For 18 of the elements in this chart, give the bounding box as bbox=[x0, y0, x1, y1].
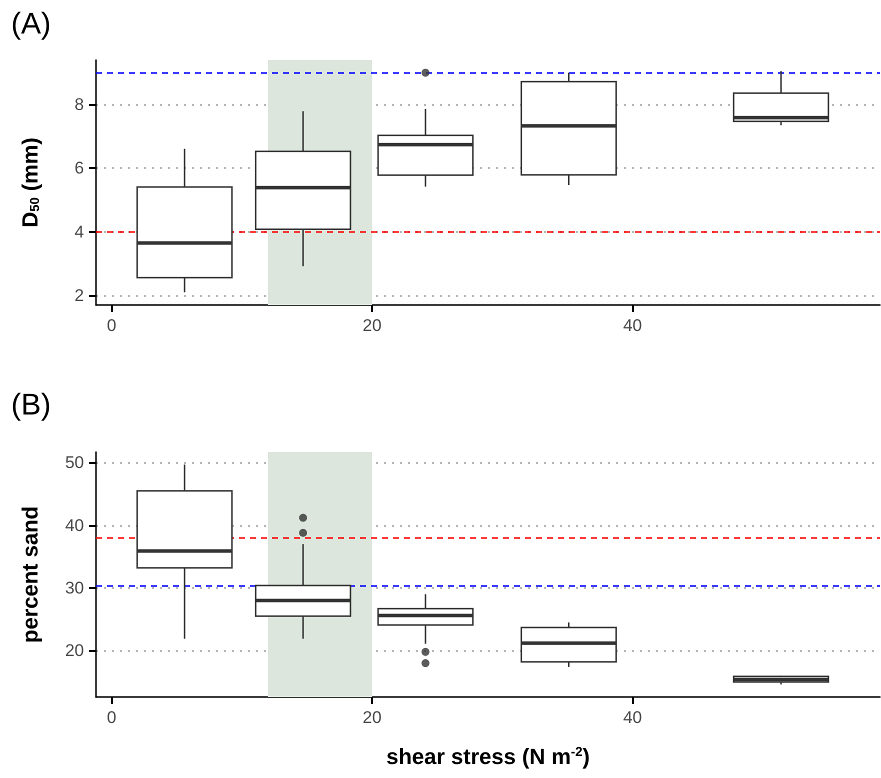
x-tick-label: 20 bbox=[362, 316, 382, 335]
x-tick-label: 0 bbox=[106, 316, 116, 335]
x-tick-label: 0 bbox=[106, 708, 116, 727]
y-tick-label: 30 bbox=[65, 578, 84, 598]
y-tick-label: 6 bbox=[74, 158, 84, 178]
y-tick-label: 20 bbox=[65, 641, 84, 660]
y-tick-label: 40 bbox=[65, 516, 84, 535]
x-tick-label: 40 bbox=[623, 316, 642, 335]
x-tick-label: 40 bbox=[623, 708, 642, 727]
y-tick-label: 2 bbox=[74, 286, 84, 305]
y-tick-label: 8 bbox=[74, 95, 84, 114]
y-tick-label: 50 bbox=[65, 453, 84, 472]
x-tick-label: 20 bbox=[362, 708, 382, 727]
chart-title: (A) bbox=[11, 8, 51, 40]
chart-title: (B) bbox=[11, 388, 51, 422]
y-axis-title: percent sand bbox=[18, 506, 42, 643]
y-tick-label: 4 bbox=[74, 222, 84, 242]
y-axis-title: D50 (mm) bbox=[18, 137, 42, 228]
